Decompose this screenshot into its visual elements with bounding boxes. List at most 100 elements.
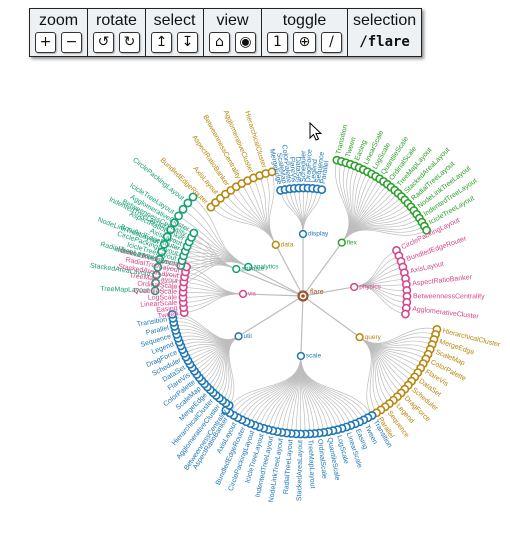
tree-leaf-node[interactable]: [157, 247, 167, 257]
toolbar: zoom + − rotate ↺ ↻ select ↥ ↧ view ⌂ ◉ …: [29, 8, 423, 57]
tree-link: [228, 335, 239, 406]
tree-leaf-node[interactable]: [189, 228, 199, 238]
tree-leaf-node[interactable]: [152, 270, 161, 280]
tree-nodes: [150, 155, 442, 439]
tree-leaf-label: RadialTreeLayout: [283, 439, 295, 494]
tree-branch-node[interactable]: [238, 289, 248, 299]
tree-leaf-label: OrdinalScale: [316, 439, 328, 480]
tree-branch-node[interactable]: [234, 332, 243, 341]
tree-branch-label: animate: [241, 266, 265, 273]
tree-link: [253, 177, 277, 245]
tree-leaf-node[interactable]: [422, 225, 432, 235]
toggle-expand-button[interactable]: ⊕: [293, 32, 316, 53]
tree-branch-node[interactable]: [355, 332, 364, 342]
tree-leaf-node[interactable]: [162, 232, 172, 242]
zoom-group: zoom + −: [30, 9, 88, 56]
tree-leaf-node[interactable]: [167, 309, 177, 319]
focus-view-button[interactable]: ◉: [235, 32, 256, 53]
tree-link: [300, 355, 352, 426]
tree-branch-node[interactable]: [244, 262, 253, 272]
tree-branch-node[interactable]: [232, 264, 241, 274]
tree-branch-label: vis: [248, 291, 257, 298]
tree-branch-label: analytics: [253, 264, 279, 271]
mouse-cursor-icon: [309, 122, 323, 141]
tree-leaf-label: QuantileScale: [133, 288, 177, 296]
tree-leaf-label: LinearScale: [140, 300, 177, 309]
tree-link: [341, 229, 427, 243]
tree-branch-node[interactable]: [350, 282, 359, 292]
tree-leaf-node[interactable]: [178, 204, 188, 214]
tree-links: [155, 160, 437, 434]
tree-leaf-node[interactable]: [183, 198, 193, 208]
tree-link: [354, 255, 400, 288]
selection-title: selection: [353, 12, 417, 29]
tree-branch-label: display: [308, 231, 329, 238]
tree-root-label: flare: [310, 289, 324, 296]
tree-link: [225, 355, 302, 411]
tree-branch-label: query: [365, 334, 382, 341]
tree-branch-node[interactable]: [337, 238, 346, 247]
tree-leaf-node[interactable]: [153, 262, 163, 272]
rotate-group: rotate ↺ ↻: [88, 9, 146, 56]
tree-link: [284, 189, 304, 235]
toggle-title: toggle: [282, 12, 327, 29]
selection-group: selection /flare: [348, 9, 421, 56]
toggle-path-button[interactable]: /: [321, 32, 342, 53]
select-group: select ↥ ↧: [146, 9, 204, 56]
select-child-button[interactable]: ↧: [177, 32, 198, 53]
tree-link: [302, 189, 323, 235]
tree-link: [238, 295, 304, 337]
rotate-ccw-button[interactable]: ↺: [93, 32, 114, 53]
tree-leaf-label: BetweennessCentrality: [413, 293, 485, 300]
tree-link: [173, 321, 239, 341]
tree-leaf-label: Sequence: [315, 151, 326, 183]
tree-leaf-node[interactable]: [170, 218, 179, 228]
tree-link: [172, 314, 239, 340]
tree-leaf-node[interactable]: [159, 239, 169, 249]
tree-leaf-node[interactable]: [188, 192, 198, 202]
zoom-out-button[interactable]: −: [61, 32, 82, 53]
home-view-button[interactable]: ⌂: [209, 32, 230, 53]
tree-branch-node[interactable]: [298, 229, 308, 239]
zoom-in-button[interactable]: +: [35, 32, 56, 53]
tree-branch-label: util: [244, 333, 253, 340]
select-title: select: [153, 12, 196, 29]
tree-branch-node[interactable]: [271, 240, 280, 249]
tree-leaf-node[interactable]: [166, 225, 176, 235]
select-parent-button[interactable]: ↥: [151, 32, 172, 53]
tree-link: [354, 286, 406, 315]
tree-link: [186, 266, 244, 295]
tree-leaf-label: StackedAreaLayout: [296, 440, 304, 501]
toggle-one-button[interactable]: 1: [267, 32, 288, 53]
view-group: view ⌂ ◉: [204, 9, 262, 56]
tree-leaf-node[interactable]: [155, 255, 164, 264]
tree-leaf-node[interactable]: [174, 211, 183, 221]
tree-leaf-label: TreeMapLayout: [306, 440, 315, 489]
tree-leaf-label: TreeMapLayout: [100, 286, 149, 295]
tree-branch-label: physics: [359, 284, 381, 291]
tree-leaf-node[interactable]: [317, 185, 327, 195]
tree-branch-label: flex: [347, 239, 358, 246]
tree-leaf-label: Legend: [310, 159, 319, 183]
tree-root-dot: [301, 294, 305, 298]
tree-branch-node[interactable]: [296, 351, 306, 361]
tree-leaf-node[interactable]: [401, 309, 410, 319]
tree-leaf-label: Easing: [156, 305, 178, 314]
tree-link: [236, 268, 304, 297]
tree-leaf-label: FlareVis: [288, 157, 297, 184]
tree-leaf-label: DragForce: [305, 149, 314, 182]
tree-leaf-label: AgglomerativeCluster: [412, 306, 480, 321]
rotate-cw-button[interactable]: ↻: [119, 32, 140, 53]
tree-leaf-label: AxisLayout: [410, 261, 445, 275]
tree-link: [359, 336, 373, 416]
tree-leaf-label: Tween: [157, 310, 179, 320]
tree-branch-label: scale: [306, 353, 322, 360]
tree-link: [268, 171, 277, 245]
tree-link: [155, 261, 249, 292]
tree-labels: TreeMapLayoutStackedAreaLayoutRadialTree…: [90, 109, 502, 502]
tree-leaf-label: AspectRatioBanker: [412, 274, 473, 288]
tree-leaf-node[interactable]: [267, 167, 277, 177]
tree-leaf-label: LogScale: [148, 294, 177, 301]
tree-link: [184, 293, 244, 314]
